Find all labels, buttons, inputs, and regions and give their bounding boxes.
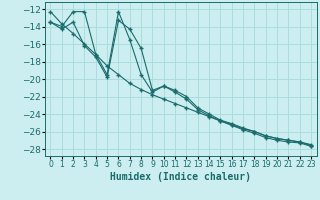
X-axis label: Humidex (Indice chaleur): Humidex (Indice chaleur) bbox=[110, 172, 251, 182]
